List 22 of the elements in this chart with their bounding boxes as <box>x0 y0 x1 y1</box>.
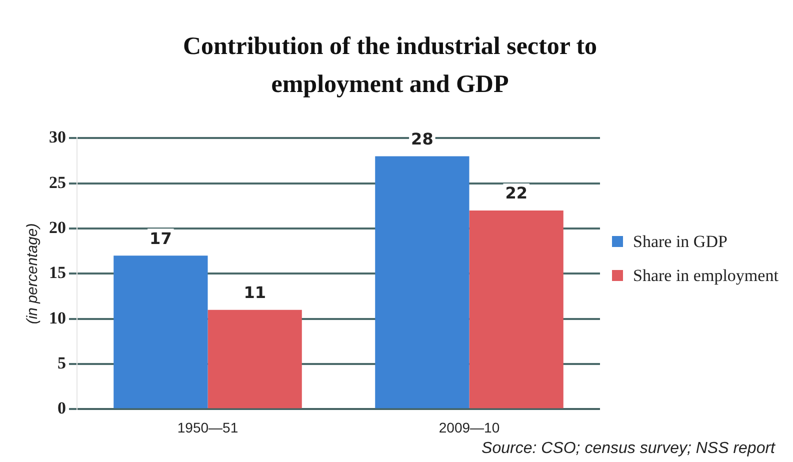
y-tick-label: 30 <box>49 128 66 147</box>
y-tick-label: 15 <box>49 263 66 282</box>
legend-label: Share in employment <box>633 266 778 286</box>
y-tick-label: 0 <box>58 398 66 418</box>
y-axis-title: (in percentage) <box>24 223 42 324</box>
chart-title: Contribution of the industrial sector to employment and GDP <box>182 32 598 100</box>
bar <box>375 156 470 408</box>
data-label: 22 <box>505 184 528 203</box>
x-tick-label: 2009—10 <box>438 419 500 436</box>
legend-label: Share in GDP <box>633 232 728 252</box>
y-tick-label: 5 <box>58 353 66 372</box>
source-note: Source: CSO; census survey; NSS report <box>482 440 775 458</box>
x-tick-label: 1950—51 <box>177 419 238 436</box>
data-label: 17 <box>150 228 172 248</box>
data-label: 28 <box>411 129 434 148</box>
bar <box>208 310 302 408</box>
bar <box>469 210 564 408</box>
y-tick-label: 10 <box>49 308 66 328</box>
y-tick-label: 20 <box>49 218 66 237</box>
bar <box>114 256 208 408</box>
data-label: 11 <box>244 282 266 302</box>
y-tick-label: 25 <box>49 172 66 192</box>
